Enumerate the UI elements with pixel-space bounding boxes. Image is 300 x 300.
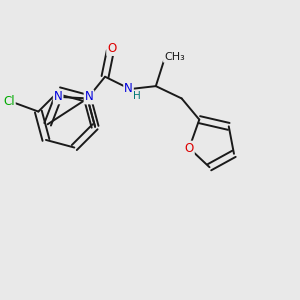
Text: CH₃: CH₃	[164, 52, 185, 62]
Text: O: O	[184, 142, 194, 154]
Text: N: N	[124, 82, 133, 95]
Text: N: N	[85, 90, 93, 104]
Text: O: O	[107, 42, 116, 55]
Text: N: N	[54, 90, 62, 104]
Text: Cl: Cl	[3, 95, 15, 108]
Text: H: H	[133, 91, 140, 100]
